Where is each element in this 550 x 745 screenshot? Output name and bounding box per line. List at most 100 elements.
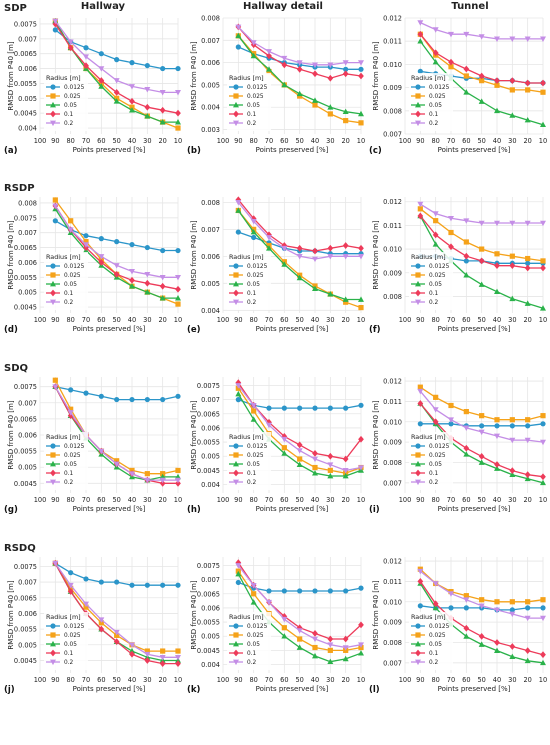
x-tick-label: 10 bbox=[539, 496, 547, 504]
data-point bbox=[144, 87, 151, 93]
legend-marker bbox=[50, 659, 56, 666]
data-point bbox=[358, 585, 364, 591]
series-0-2 bbox=[52, 384, 181, 484]
x-tick-label: 90 bbox=[416, 316, 424, 324]
data-point bbox=[327, 658, 334, 665]
x-tick-label: 20 bbox=[341, 316, 349, 324]
y-tick-label: 0.007 bbox=[201, 37, 220, 45]
data-point bbox=[83, 62, 89, 69]
legend-marker bbox=[50, 632, 56, 638]
legend-marker bbox=[50, 263, 56, 269]
x-tick-label: 80 bbox=[431, 316, 439, 324]
data-point bbox=[525, 87, 531, 93]
data-point bbox=[83, 390, 89, 396]
data-point bbox=[524, 647, 531, 654]
x-tick-label: 10 bbox=[357, 137, 365, 145]
x-tick-label: 80 bbox=[249, 316, 257, 324]
data-point bbox=[540, 439, 546, 446]
y-tick-label: 0.0065 bbox=[197, 410, 220, 418]
data-point bbox=[524, 116, 531, 123]
data-point bbox=[312, 450, 318, 457]
legend-b: Radius [m] 0.0125 0.025 0.05 0.1 0.2 bbox=[227, 73, 271, 131]
x-tick-label: 40 bbox=[128, 496, 136, 504]
x-tick-label: 40 bbox=[128, 676, 136, 684]
panel-label: (e) bbox=[187, 325, 201, 335]
data-point bbox=[524, 471, 531, 479]
legend-k: Radius [m] 0.0125 0.025 0.05 0.1 0.2 bbox=[227, 612, 271, 670]
legend-title: Radius [m] bbox=[229, 613, 264, 621]
data-point bbox=[509, 253, 515, 259]
y-tick-label: 0.0045 bbox=[197, 647, 220, 655]
series-0-2 bbox=[235, 383, 364, 474]
data-point bbox=[509, 295, 516, 302]
data-point bbox=[235, 559, 242, 567]
data-point bbox=[68, 406, 74, 412]
data-point bbox=[479, 246, 485, 252]
legend-marker bbox=[415, 452, 421, 458]
data-point bbox=[235, 383, 242, 389]
x-tick-label: 50 bbox=[477, 496, 485, 504]
data-point bbox=[494, 461, 500, 468]
data-point bbox=[98, 66, 105, 72]
data-point bbox=[175, 301, 181, 307]
legend-marker bbox=[415, 659, 421, 666]
data-point bbox=[281, 81, 288, 88]
data-point bbox=[509, 112, 516, 118]
data-point bbox=[417, 201, 424, 208]
x-tick-label: 50 bbox=[295, 316, 303, 324]
data-point bbox=[327, 62, 334, 68]
data-point bbox=[343, 118, 349, 124]
data-point bbox=[342, 635, 349, 643]
panel-label: (j) bbox=[4, 685, 15, 695]
series-0-05 bbox=[417, 212, 546, 311]
x-tick-label: 30 bbox=[326, 676, 334, 684]
legend-entry-0-025: 0.025 bbox=[429, 94, 446, 100]
legend-entry-0-0125: 0.0125 bbox=[247, 264, 268, 270]
data-point bbox=[281, 625, 287, 631]
data-point bbox=[312, 644, 318, 651]
data-point bbox=[494, 423, 500, 429]
series-0-2 bbox=[235, 563, 364, 651]
data-point bbox=[129, 650, 135, 658]
data-point bbox=[160, 648, 166, 654]
data-point bbox=[129, 84, 135, 90]
series-0-05 bbox=[235, 390, 364, 479]
x-tick-label: 50 bbox=[112, 316, 120, 324]
data-point bbox=[432, 211, 439, 217]
x-tick-label: 50 bbox=[477, 316, 485, 324]
legend-marker bbox=[233, 101, 239, 108]
data-point bbox=[83, 239, 89, 245]
x-tick-label: 100 bbox=[34, 496, 47, 504]
legend-entry-0-0125: 0.0125 bbox=[247, 85, 268, 91]
data-point bbox=[417, 578, 424, 585]
legend-marker bbox=[233, 289, 239, 297]
data-point bbox=[281, 261, 288, 267]
data-point bbox=[67, 44, 74, 52]
x-tick-label: 10 bbox=[357, 316, 365, 324]
data-point bbox=[159, 106, 166, 114]
x-tick-label: 70 bbox=[265, 316, 273, 324]
x-tick-label: 50 bbox=[112, 137, 120, 145]
x-tick-label: 20 bbox=[341, 496, 349, 504]
data-point bbox=[448, 605, 454, 611]
data-point bbox=[175, 125, 181, 131]
data-point bbox=[144, 396, 150, 403]
data-point bbox=[296, 448, 303, 454]
legend-title: Radius [m] bbox=[46, 433, 81, 441]
legend-marker bbox=[415, 84, 421, 90]
y-tick-label: 0.007 bbox=[18, 35, 37, 43]
x-tick-label: 90 bbox=[416, 676, 424, 684]
data-point bbox=[342, 70, 349, 78]
data-point bbox=[235, 570, 242, 577]
y-tick-label: 0.005 bbox=[18, 95, 37, 103]
data-point bbox=[129, 241, 135, 248]
data-point bbox=[417, 30, 424, 38]
data-point bbox=[67, 410, 74, 416]
legend-marker bbox=[415, 120, 421, 127]
data-point bbox=[417, 388, 424, 395]
legend-d: Radius [m] 0.0125 0.025 0.05 0.1 0.2 bbox=[44, 252, 88, 310]
data-point bbox=[235, 579, 241, 586]
x-axis-label: Points preserved [%] bbox=[438, 685, 511, 693]
series-0-025 bbox=[417, 206, 546, 264]
data-point bbox=[129, 642, 135, 648]
